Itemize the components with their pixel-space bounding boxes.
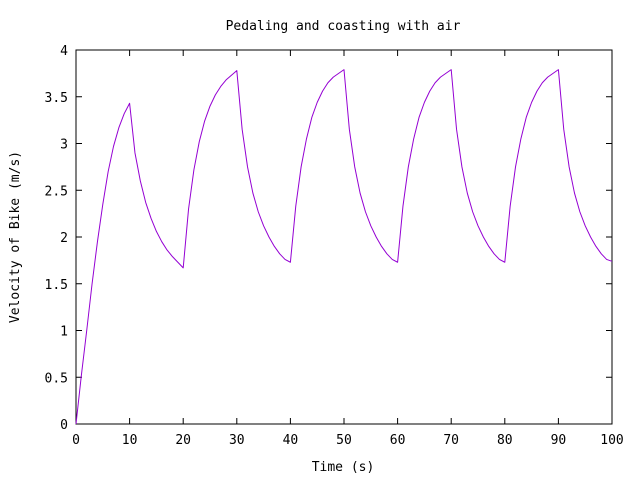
x-tick-label: 50 — [336, 433, 352, 448]
x-tick-label: 0 — [72, 433, 80, 448]
y-tick-label: 3 — [60, 138, 68, 153]
y-tick-label: 0 — [60, 418, 68, 433]
plot-frame — [75, 49, 613, 425]
x-tick-label: 30 — [229, 433, 245, 448]
velocity-series-line — [75, 69, 613, 425]
y-tick-label: 4 — [60, 44, 68, 59]
x-axis-label: Time (s) — [312, 460, 375, 475]
y-tick-label: 2 — [60, 231, 68, 246]
axis-ticks: 0 10 20 30 40 50 60 70 80 90 100 0 0.5 1 1.5 2 2.5 3 3.5 4 — [45, 44, 624, 448]
y-tick-label: 2.5 — [45, 184, 68, 199]
y-tick-label: 1.5 — [45, 278, 68, 293]
x-tick-label: 40 — [283, 433, 299, 448]
x-tick-label: 80 — [497, 433, 513, 448]
x-tick-label: 90 — [551, 433, 567, 448]
x-tick-label: 20 — [175, 433, 191, 448]
x-tick-label: 70 — [443, 433, 459, 448]
x-tick-label: 10 — [122, 433, 138, 448]
x-tick-label: 100 — [600, 433, 623, 448]
y-tick-label: 0.5 — [45, 371, 68, 386]
y-tick-label: 1 — [60, 325, 68, 340]
y-tick-label: 3.5 — [45, 91, 68, 106]
series-layer — [75, 69, 613, 425]
x-tick-label: 60 — [390, 433, 406, 448]
y-axis-label: Velocity of Bike (m/s) — [8, 151, 23, 323]
chart-title: Pedaling and coasting with air — [226, 19, 461, 34]
